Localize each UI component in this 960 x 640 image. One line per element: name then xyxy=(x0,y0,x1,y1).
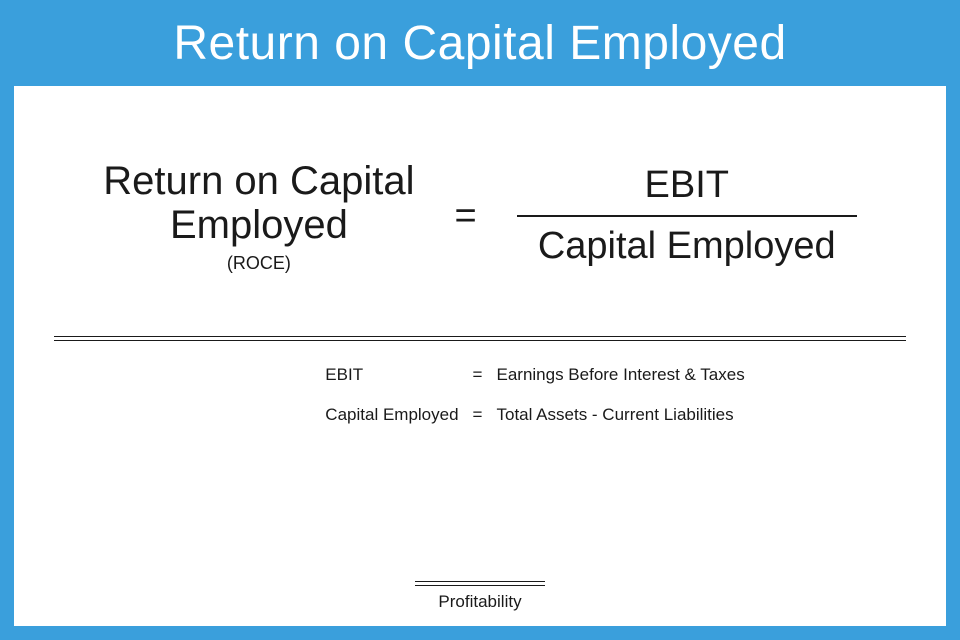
page-title: Return on Capital Employed xyxy=(173,16,786,71)
definitions-grid: EBIT = Earnings Before Interest & Taxes … xyxy=(164,365,906,425)
equals-sign: = xyxy=(455,195,477,238)
fraction-numerator: EBIT xyxy=(517,156,857,215)
def-term: Capital Employed xyxy=(325,405,458,425)
lhs-line1: Return on Capital xyxy=(103,159,414,203)
def-eq: = xyxy=(473,365,483,385)
def-val: Earnings Before Interest & Taxes xyxy=(496,365,744,385)
formula-row: Return on Capital Employed (ROCE) = EBIT… xyxy=(54,156,906,276)
def-eq: = xyxy=(473,405,483,425)
footer-tag: Profitability xyxy=(415,581,545,612)
formula-lhs: Return on Capital Employed (ROCE) xyxy=(103,159,414,274)
footer-label: Profitability xyxy=(415,592,545,612)
def-val: Total Assets - Current Liabilities xyxy=(496,405,744,425)
content-panel: Return on Capital Employed (ROCE) = EBIT… xyxy=(14,86,946,626)
fraction-denominator: Capital Employed xyxy=(517,217,857,276)
title-bar: Return on Capital Employed xyxy=(0,0,960,86)
lhs-sub: (ROCE) xyxy=(103,253,414,274)
formula-rhs: EBIT Capital Employed xyxy=(517,156,857,276)
lhs-line2: Employed xyxy=(103,203,414,247)
section-divider xyxy=(54,336,906,341)
slide-frame: Return on Capital Employed Return on Cap… xyxy=(0,0,960,640)
footer-divider xyxy=(415,581,545,586)
def-term: EBIT xyxy=(325,365,458,385)
